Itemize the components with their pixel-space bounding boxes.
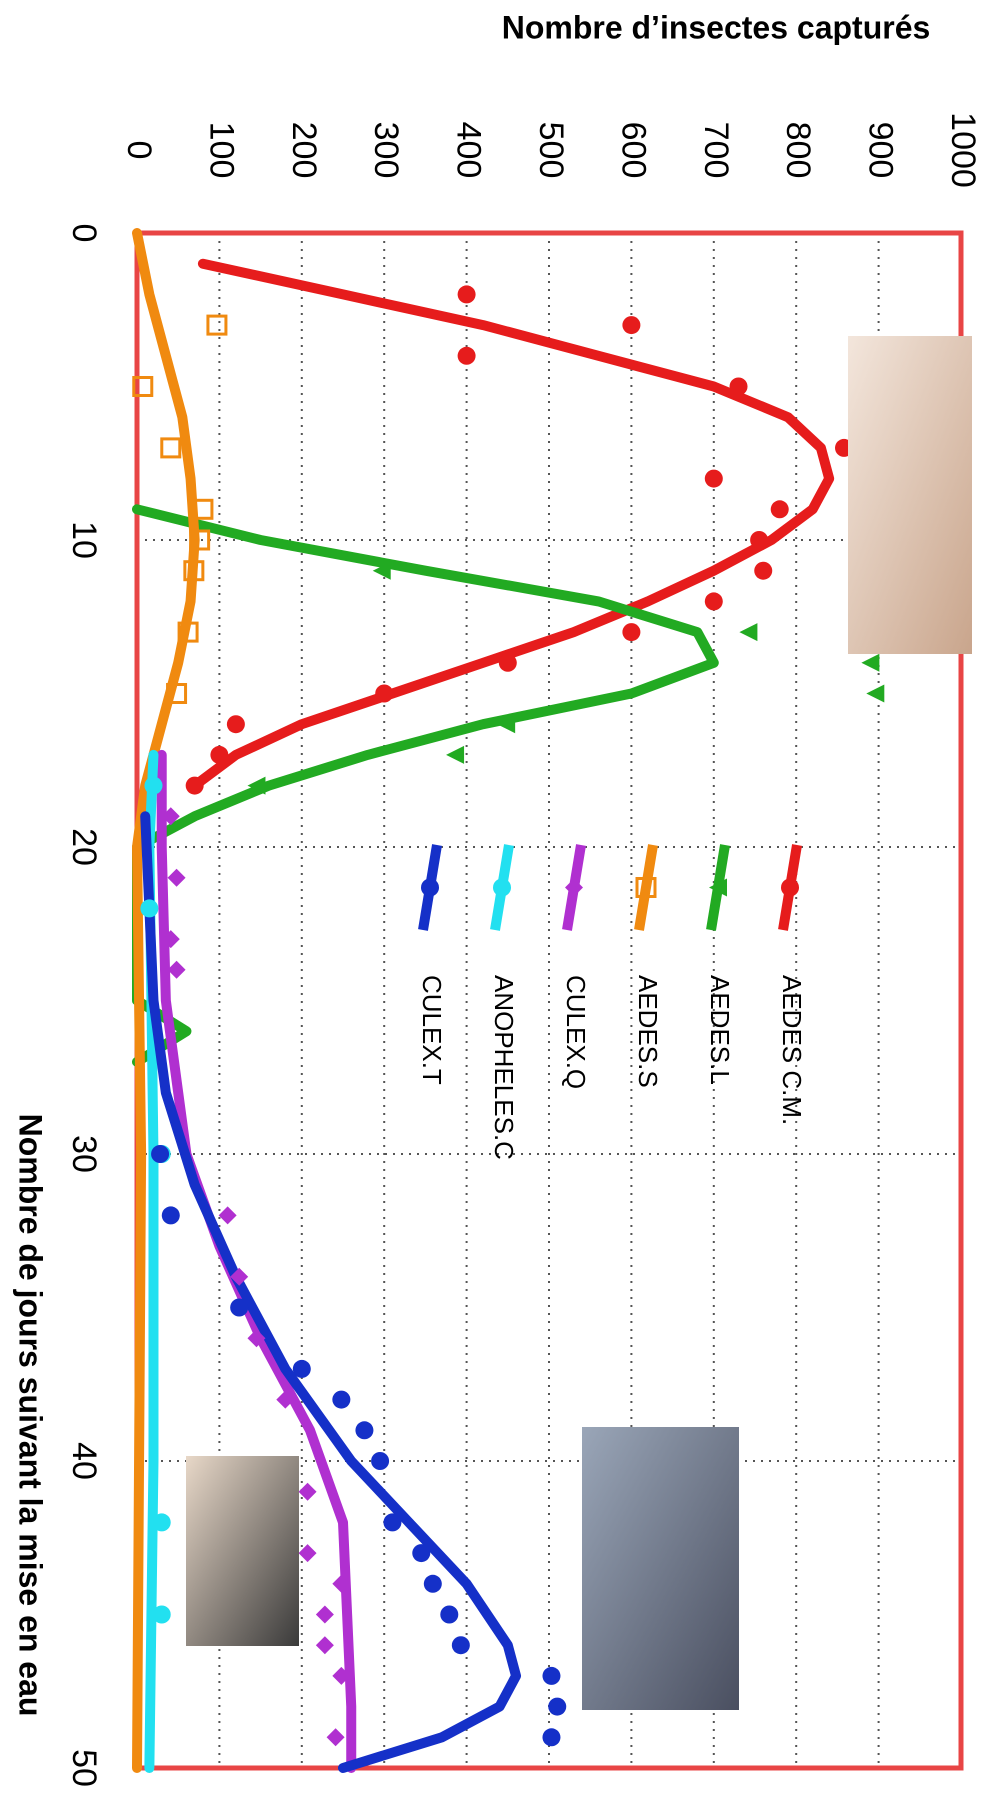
y-tick-label: 400 <box>450 122 488 179</box>
point <box>293 1360 311 1378</box>
fit-curve <box>195 264 829 786</box>
x-tick-label: 40 <box>65 1442 103 1480</box>
chart-title: Nombre d’insectes capturés <box>502 9 931 45</box>
x-tick-label: 10 <box>65 521 103 559</box>
point <box>754 562 772 580</box>
y-tick-label: 500 <box>532 122 570 179</box>
point <box>412 1544 430 1562</box>
point <box>730 378 748 396</box>
y-tick-label: 100 <box>202 122 240 179</box>
point <box>162 439 180 457</box>
page: {"chart_data": {"type": "line", "title":… <box>0 0 1001 1805</box>
legend-line <box>639 845 653 930</box>
point <box>210 746 228 764</box>
point <box>168 961 186 979</box>
point <box>327 1728 345 1746</box>
photo <box>582 1427 739 1710</box>
legend-label: CULEX.Q <box>561 975 591 1089</box>
legend-marker <box>421 879 439 897</box>
point <box>140 899 158 917</box>
point <box>458 285 476 303</box>
point <box>227 715 245 733</box>
legend-marker <box>781 879 799 897</box>
legend-label: CULEX.T <box>417 975 447 1085</box>
point <box>316 1606 334 1624</box>
y-tick-label: 1000 <box>944 112 982 188</box>
point <box>622 623 640 641</box>
legend-label: AEDES C.M. <box>777 975 807 1125</box>
point <box>316 1636 334 1654</box>
legend-label: AEDES.S <box>633 975 663 1088</box>
point <box>355 1421 373 1439</box>
point <box>739 623 757 641</box>
point <box>332 1391 350 1409</box>
legend-marker <box>565 879 583 897</box>
chart: Nombre d’insectes capturés Nombre de jou… <box>0 0 1001 1805</box>
point <box>208 316 226 334</box>
x-tick-label: 20 <box>65 828 103 866</box>
point <box>151 1145 169 1163</box>
point <box>452 1636 470 1654</box>
point <box>162 1206 180 1224</box>
point <box>186 777 204 795</box>
legend-marker <box>493 879 511 897</box>
point <box>705 470 723 488</box>
x-tick-label: 0 <box>65 224 103 243</box>
point <box>153 1606 171 1624</box>
point <box>548 1698 566 1716</box>
y-tick-label: 900 <box>862 122 900 179</box>
point <box>446 746 464 764</box>
point <box>542 1728 560 1746</box>
point <box>375 685 393 703</box>
point <box>383 1513 401 1531</box>
point <box>866 685 884 703</box>
legend: AEDES C.M. AEDES.L AEDES.S CULEX.Q ANOPHELES… <box>417 845 807 1160</box>
point <box>542 1667 560 1685</box>
y-tick-label: 700 <box>697 122 735 179</box>
y-tick-label: 800 <box>779 122 817 179</box>
point <box>371 1452 389 1470</box>
point <box>861 654 879 672</box>
point <box>440 1606 458 1624</box>
point <box>750 531 768 549</box>
point <box>219 1206 237 1224</box>
x-tick-label: 30 <box>65 1135 103 1173</box>
y-tick-label: 600 <box>614 122 652 179</box>
point <box>499 654 517 672</box>
photo <box>186 1456 299 1646</box>
legend-label: AEDES.L <box>705 975 735 1085</box>
y-tick-label: 0 <box>120 141 158 160</box>
point <box>153 1513 171 1531</box>
photo <box>848 336 972 654</box>
y-tick-label: 300 <box>367 122 405 179</box>
legend-label: ANOPHELES.C <box>489 975 519 1160</box>
point <box>705 592 723 610</box>
point <box>168 869 186 887</box>
point <box>230 1299 248 1317</box>
point <box>424 1575 442 1593</box>
x-axis-label: Nombre de jours suivant la mise en eau <box>13 1114 49 1717</box>
point <box>771 500 789 518</box>
point <box>622 316 640 334</box>
point <box>144 777 162 795</box>
y-tick-label: 200 <box>285 122 323 179</box>
x-tick-label: 50 <box>65 1749 103 1787</box>
point <box>458 347 476 365</box>
